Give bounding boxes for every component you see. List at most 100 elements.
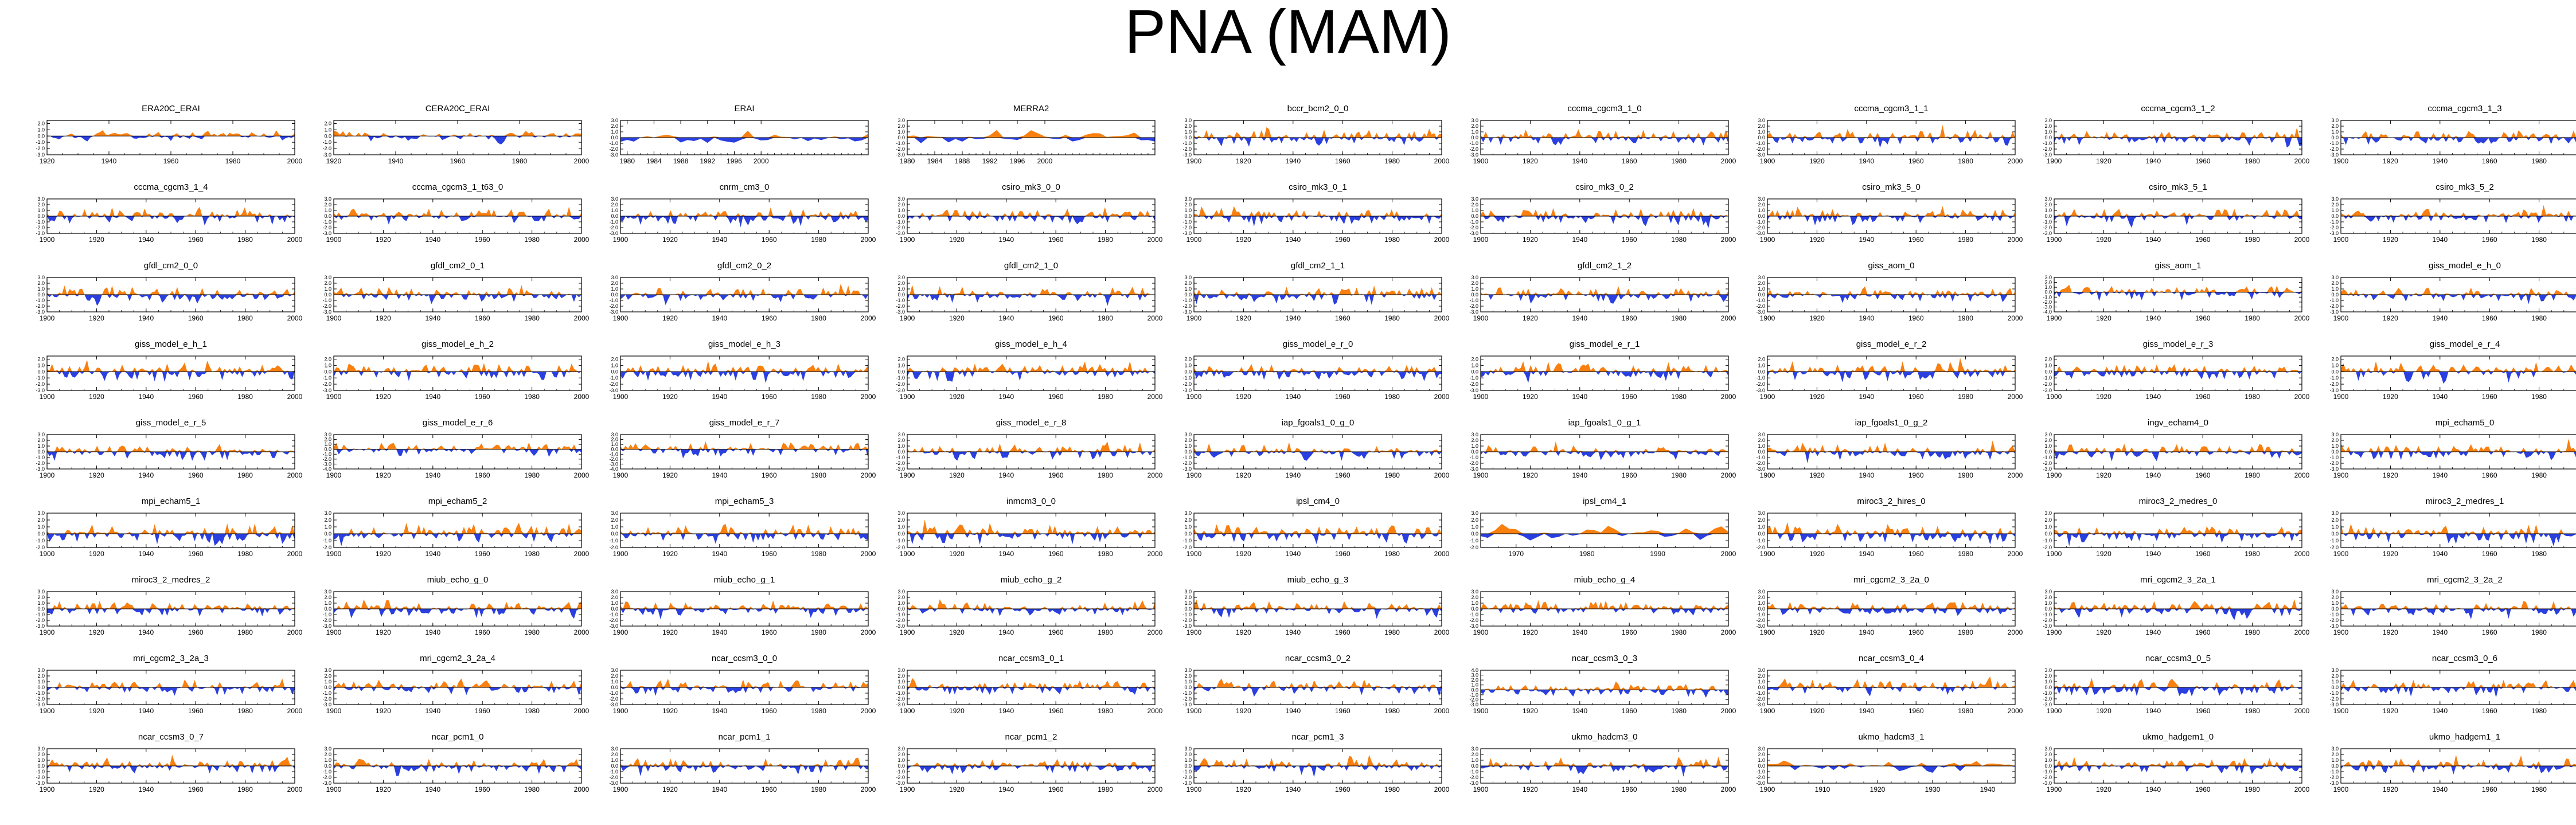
- y-tick-label: 3.0: [1184, 510, 1192, 516]
- y-tick-label: -1.0: [322, 139, 331, 145]
- negative-area: [47, 216, 295, 226]
- negative-area: [620, 609, 868, 620]
- y-tick-label: 3.0: [897, 118, 905, 123]
- y-tick-label: 2.0: [2331, 595, 2339, 600]
- y-tick-label: -3.0: [322, 461, 331, 467]
- x-tick-label: 1980: [1384, 707, 1400, 715]
- y-tick-label: 1.0: [1184, 286, 1192, 292]
- negative-area: [2341, 452, 2576, 460]
- y-tick-label: -2.0: [2043, 381, 2052, 387]
- y-tick-label: -2.0: [1756, 545, 1765, 550]
- x-tick-label: 1960: [1048, 471, 1064, 479]
- y-tick-label: -1.0: [896, 298, 905, 303]
- x-tick-label: 1920: [949, 628, 965, 636]
- y-tick-label: -1.0: [322, 538, 331, 544]
- y-tick-label: 2.0: [897, 595, 905, 600]
- x-tick-label: 1980: [237, 785, 253, 793]
- x-tick-label: 1980: [619, 157, 635, 165]
- y-tick-label: 2.0: [324, 202, 331, 208]
- y-tick-label: -2.0: [1756, 617, 1765, 623]
- x-tick-label: 2000: [861, 785, 876, 793]
- panel-giss_model_e_r_4: giss_model_e_r_4 2.01.00.0-1.0-2.0-3.0190…: [2329, 339, 2576, 401]
- y-tick-label: 0.0: [1471, 369, 1478, 374]
- positive-area: [2054, 284, 2302, 292]
- y-tick-label: -3.0: [36, 623, 45, 629]
- x-tick-label: 1920: [376, 236, 391, 244]
- panel-title: miub_echo_g_0: [427, 575, 489, 585]
- y-tick-label: -2.0: [896, 146, 905, 152]
- x-tick-label: 1940: [425, 236, 440, 244]
- y-tick-label: -3.0: [2329, 388, 2339, 393]
- x-tick-label: 1900: [2333, 314, 2349, 322]
- x-tick-label: 2000: [1434, 628, 1450, 636]
- y-tick-label: 1.0: [611, 524, 618, 530]
- y-tick-label: 0.0: [2331, 685, 2339, 690]
- y-tick-label: -3.0: [1182, 466, 1192, 472]
- y-tick-label: 0.0: [2331, 135, 2339, 140]
- panel-gfdl_cm2_1_1: gfdl_cm2_1_1 3.02.01.00.0-1.0-2.0-3.01900…: [1182, 261, 1449, 322]
- x-tick-label: 1900: [2047, 393, 2062, 401]
- negative-area: [47, 372, 295, 382]
- x-tick-label: 1980: [2245, 236, 2260, 244]
- plot-frame: [2054, 277, 2302, 312]
- positive-area: [1767, 358, 2015, 372]
- y-tick-label: 0.0: [2331, 449, 2339, 455]
- y-tick-label: -3.0: [1756, 466, 1765, 472]
- y-tick-label: -3.0: [1469, 623, 1478, 629]
- y-tick-label: -1.0: [609, 219, 618, 225]
- x-tick-label: 2000: [2294, 628, 2310, 636]
- x-tick-label: 1900: [613, 314, 629, 322]
- positive-area: [620, 678, 868, 687]
- panel-title: miroc3_2_medres_2: [132, 575, 210, 585]
- negative-area: [620, 687, 868, 696]
- x-tick-label: 1900: [900, 707, 915, 715]
- x-tick-label: 1940: [998, 785, 1014, 793]
- panel-miub_echo_g_2: miub_echo_g_2 3.02.01.00.0-1.0-2.0-3.0190…: [896, 575, 1162, 636]
- x-tick-label: 1920: [1809, 314, 1825, 322]
- y-tick-label: 0.0: [2331, 369, 2339, 374]
- x-tick-label: 1980: [1958, 628, 1973, 636]
- y-tick-label: 3.0: [2331, 589, 2339, 595]
- panel-iap_fgoals1_0_g_0: iap_fgoals1_0_g_0 3.02.01.00.0-1.0-2.0-3.…: [1182, 418, 1449, 479]
- y-tick-label: 1.0: [611, 441, 618, 447]
- y-tick-label: 2.0: [1184, 437, 1192, 443]
- x-tick-label: 1940: [1285, 314, 1301, 322]
- panel-title: giss_model_e_h_2: [421, 339, 494, 349]
- y-tick-label: 0.0: [1758, 449, 1765, 455]
- negative-area: [1481, 138, 1728, 146]
- y-tick-label: 2.0: [1471, 437, 1478, 443]
- y-tick-label: 0.0: [1184, 369, 1192, 374]
- panel-miroc3_2_medres_0: miroc3_2_medres_0 3.02.01.00.0-1.0-2.0190…: [2043, 496, 2309, 558]
- y-tick-label: -2.0: [2329, 225, 2339, 230]
- x-tick-label: 1960: [2482, 550, 2497, 558]
- y-tick-label: 0.0: [37, 606, 45, 612]
- x-tick-label: 1980: [1671, 236, 1687, 244]
- positive-area: [1194, 442, 1442, 452]
- x-tick-label: 1980: [1098, 707, 1113, 715]
- y-tick-label: 2.0: [1184, 595, 1192, 600]
- x-tick-label: 1980: [1958, 707, 1973, 715]
- y-tick-label: 1.0: [324, 208, 331, 213]
- y-tick-label: 1.0: [1758, 524, 1765, 530]
- y-tick-label: -3.0: [2043, 623, 2052, 629]
- y-tick-label: 0.0: [1471, 531, 1478, 537]
- x-tick-label: 1900: [326, 785, 342, 793]
- positive-area: [1481, 600, 1728, 609]
- x-tick-label: 1920: [2383, 236, 2398, 244]
- y-tick-label: -1.0: [896, 690, 905, 696]
- negative-area: [47, 609, 295, 617]
- y-tick-label: 0.0: [324, 213, 331, 219]
- y-tick-label: -2.0: [322, 775, 331, 780]
- y-tick-label: 0.0: [37, 213, 45, 219]
- positive-area: [1194, 286, 1442, 295]
- panel-title: ipsl_cm4_1: [1583, 496, 1626, 506]
- y-tick-label: -1.0: [896, 219, 905, 225]
- y-tick-label: -3.0: [896, 466, 905, 472]
- x-tick-label: 1980: [2531, 471, 2547, 479]
- y-tick-label: -3.0: [36, 466, 45, 472]
- y-tick-label: 1.0: [897, 129, 905, 135]
- y-tick-label: 0.0: [611, 135, 618, 140]
- y-tick-label: 0.0: [611, 292, 618, 298]
